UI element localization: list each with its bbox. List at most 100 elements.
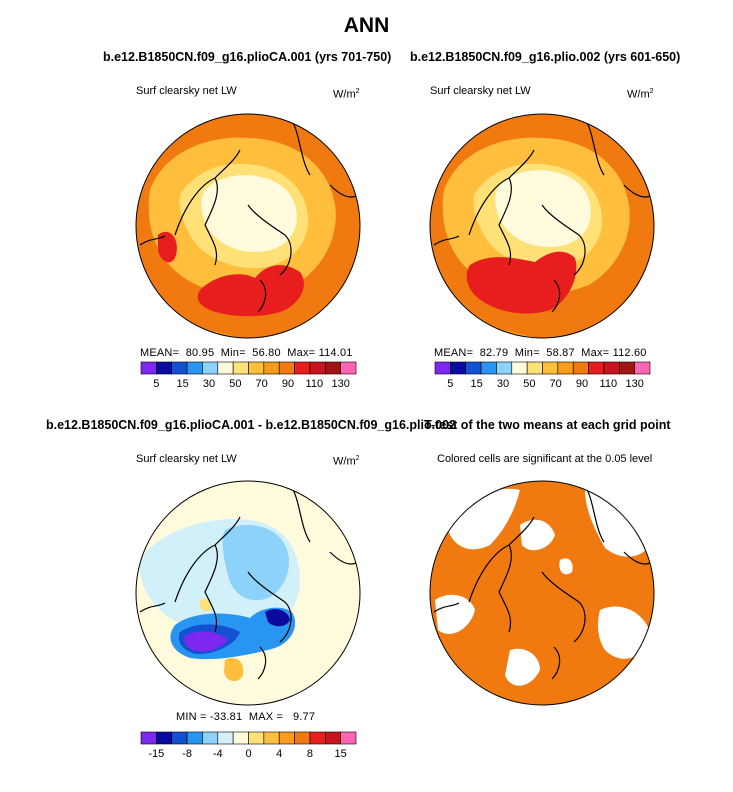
colorbar-swatch xyxy=(186,361,203,375)
colorbar-swatch xyxy=(588,361,605,375)
panel4-title: T-test of the two means at each grid poi… xyxy=(424,418,671,432)
colorbar-swatch xyxy=(526,361,543,375)
colorbar-tick-label: 110 xyxy=(600,378,618,390)
colorbar-tick-label: 110 xyxy=(306,378,324,390)
colorbar-swatch xyxy=(278,361,295,375)
colorbar-tick-label: -4 xyxy=(213,748,223,760)
colorbar-swatch xyxy=(294,731,311,745)
panel1-stats: MEAN= 80.95 Min= 56.80 Max= 114.01 xyxy=(140,347,353,359)
colorbar-tick-label: 90 xyxy=(282,378,294,390)
colorbar-tick-label: 15 xyxy=(177,378,189,390)
colorbar-tick-label: 8 xyxy=(307,748,313,760)
colorbar-swatch xyxy=(248,731,265,745)
colorbar-swatch xyxy=(603,361,620,375)
panel2-units: W/m2 xyxy=(627,88,654,101)
colorbar-tick-label: 0 xyxy=(245,748,251,760)
colorbar-swatch xyxy=(542,361,559,375)
colorbar-swatch xyxy=(309,361,326,375)
colorbar-swatch xyxy=(171,361,188,375)
colorbar-tick-label: 50 xyxy=(229,378,241,390)
map1-red-spot xyxy=(158,231,177,263)
map1-red-region xyxy=(197,265,304,317)
colorbar-swatch xyxy=(202,361,219,375)
colorbar-tick-label: -8 xyxy=(182,748,192,760)
panel2-stats: MEAN= 82.79 Min= 58.87 Max= 112.60 xyxy=(434,347,647,359)
map1-arctic-core xyxy=(201,175,297,252)
panel1-left-label: Surf clearsky net LW xyxy=(136,85,237,97)
map3-light-blue xyxy=(222,525,289,601)
colorbar-swatch xyxy=(263,731,280,745)
panel3-map xyxy=(136,481,360,705)
colorbar-tick-label: 70 xyxy=(550,378,562,390)
map2-red-region xyxy=(466,251,577,314)
panel3-stats: MIN = -33.81 MAX = 9.77 xyxy=(176,711,316,723)
map2-outline xyxy=(429,113,655,339)
colorbar-swatch xyxy=(434,361,451,375)
colorbar-tick-label: 15 xyxy=(335,748,347,760)
colorbar-tick-label: 50 xyxy=(523,378,535,390)
map4-white-7 xyxy=(559,558,573,575)
panel2-left-label: Surf clearsky net LW xyxy=(430,85,531,97)
coastlines xyxy=(139,117,653,680)
colorbar-swatch xyxy=(248,361,265,375)
colorbar-tick-label: -15 xyxy=(148,748,164,760)
map3-yellow-patch xyxy=(199,598,212,612)
colorbar-swatch xyxy=(140,361,157,375)
colorbar-swatch xyxy=(480,361,497,375)
colorbar-swatch xyxy=(324,731,341,745)
colorbar-tick-label: 15 xyxy=(471,378,483,390)
map3-coast xyxy=(139,484,359,680)
colorbar-tick-label: 5 xyxy=(153,378,159,390)
map4-white-6 xyxy=(505,648,540,686)
colorbar-tick-label: 90 xyxy=(576,378,588,390)
map2-coast xyxy=(433,117,653,313)
panel3-units: W/m2 xyxy=(333,455,360,468)
colorbar-swatch xyxy=(186,731,203,745)
colorbar-swatch xyxy=(634,361,651,375)
panel2-map xyxy=(430,114,654,338)
map1-coast xyxy=(139,117,359,313)
colorbar-swatch xyxy=(618,361,635,375)
colorbar-swatch xyxy=(217,361,234,375)
colorbar-swatch xyxy=(572,361,589,375)
colorbar-swatch xyxy=(278,731,295,745)
colorbar-swatch xyxy=(294,361,311,375)
colorbar-swatch xyxy=(309,731,326,745)
colorbar-swatch xyxy=(263,361,280,375)
colorbar-tick-label: 30 xyxy=(497,378,509,390)
map4-white-3 xyxy=(520,519,555,551)
colorbar-swatch xyxy=(140,731,157,745)
colorbar-swatch xyxy=(340,731,357,745)
map3-purple xyxy=(184,631,228,652)
colorbar-swatch xyxy=(156,361,173,375)
panel1-colorbar: 5 15 30 50 70 90 110 130 xyxy=(140,361,357,390)
figure-main-title: ANN xyxy=(343,14,390,37)
colorbar-swatch xyxy=(156,731,173,745)
colorbar-swatch xyxy=(557,361,574,375)
map3-dark-blue xyxy=(265,609,290,627)
colorbar-tick-label: 5 xyxy=(447,378,453,390)
colorbar-swatch xyxy=(496,361,513,375)
panel2-colorbar: 5 15 30 50 70 90 110 130 xyxy=(434,361,651,390)
map4-white-2 xyxy=(585,490,650,557)
map1-outline xyxy=(135,113,361,339)
colorbar-swatch xyxy=(450,361,467,375)
panel3-title: b.e12.B1850CN.f09_g16.plioCA.001 - b.e12… xyxy=(46,418,456,432)
panel3-colorbar: -15 -8 -4 0 4 8 15 xyxy=(140,731,357,760)
map4-coast xyxy=(433,484,653,680)
map2-arctic-core xyxy=(495,170,591,247)
colorbar-swatch xyxy=(217,731,234,745)
map4-white-4 xyxy=(435,594,475,634)
map4-outline xyxy=(429,480,655,706)
colorbar-swatch xyxy=(324,361,341,375)
colorbar-swatch xyxy=(202,731,219,745)
map3-orange-patch xyxy=(224,658,244,682)
colorbar-tick-label: 130 xyxy=(625,378,643,390)
colorbar-swatch xyxy=(171,731,188,745)
colorbar-swatch xyxy=(340,361,357,375)
colorbar-tick-label: 70 xyxy=(256,378,268,390)
colorbar-swatch xyxy=(232,361,249,375)
colorbar-tick-label: 30 xyxy=(203,378,215,390)
map4-white-5 xyxy=(597,606,652,659)
